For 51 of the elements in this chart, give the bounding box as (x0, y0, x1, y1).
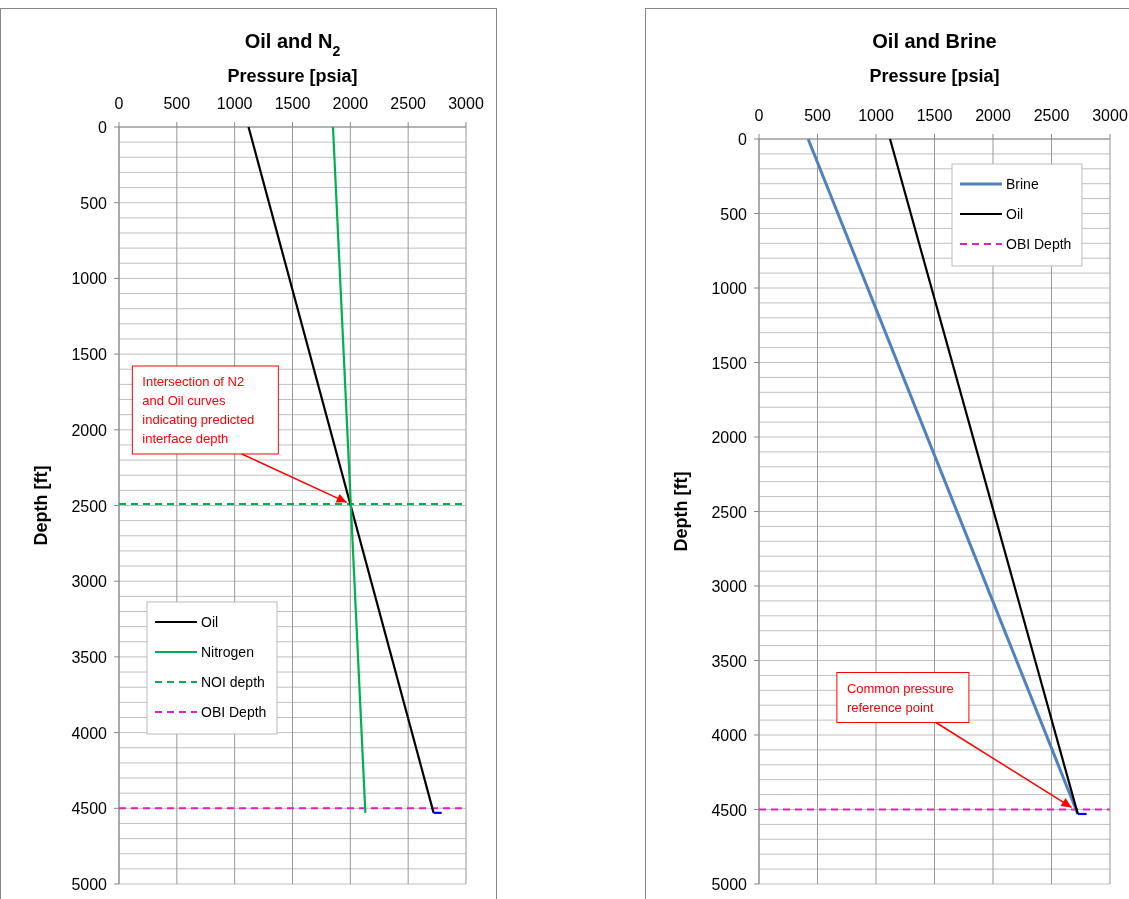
y-tick-label: 2500 (711, 503, 748, 521)
x-tick-label: 3000 (1092, 107, 1128, 124)
y-tick-label: 5000 (71, 876, 108, 893)
x-tick-label: 2000 (975, 107, 1011, 124)
legend-label: Brine (1006, 176, 1039, 192)
x-axis-title: Pressure [psia] (869, 66, 1000, 86)
x-tick-label: 3000 (448, 95, 484, 112)
annotation: Common pressure reference point (846, 680, 954, 715)
x-tick-label: 0 (754, 107, 764, 124)
y-tick-label: 5000 (711, 876, 748, 893)
x-tick-label: 1500 (916, 107, 953, 124)
y-tick-label: 3500 (71, 648, 108, 666)
y-tick-label: 4000 (711, 727, 748, 744)
annotation: Intersection of N2 and Oil curves indicating predicted interface depth (142, 373, 255, 446)
y-tick-label: 4500 (71, 800, 108, 818)
legend-label: OBI Depth (201, 704, 267, 720)
legend-label: Oil (1006, 206, 1024, 222)
y-tick-label: 3000 (71, 573, 108, 591)
y-axis-title: Depth [ft] (671, 471, 691, 552)
y-tick-label: 4000 (71, 724, 108, 742)
y-tick-label: 1000 (711, 280, 748, 297)
chart-title: Oil and Brine (872, 30, 997, 52)
legend-label: NOI depth (201, 674, 265, 690)
y-tick-label: 3000 (711, 578, 748, 595)
y-tick-label: 4500 (711, 801, 748, 819)
x-axis-title: Pressure [psia] (227, 66, 358, 86)
x-tick-label: 2000 (332, 95, 369, 112)
x-tick-label: 500 (163, 95, 191, 112)
y-tick-label: 3500 (711, 652, 748, 670)
x-tick-label: 1000 (216, 95, 253, 112)
y-tick-label: 2500 (71, 497, 108, 515)
x-tick-label: 1500 (274, 95, 311, 112)
x-tick-label: 2500 (390, 95, 427, 112)
y-tick-label: 500 (720, 205, 748, 223)
legend-label: Oil (201, 614, 219, 630)
y-tick-label: 1500 (71, 346, 108, 364)
y-axis-title: Depth [ft] (31, 465, 51, 546)
chart-title: Oil and N$_{2}$ (244, 30, 341, 59)
y-tick-label: 0 (738, 131, 748, 148)
x-tick-label: 2500 (1033, 107, 1070, 124)
x-tick-label: 1000 (858, 107, 894, 124)
x-tick-label: 0 (114, 95, 124, 112)
y-tick-label: 0 (98, 119, 108, 136)
y-tick-label: 1500 (711, 354, 748, 372)
x-tick-label: 500 (804, 107, 831, 124)
legend-label: OBI Depth (1006, 236, 1072, 252)
y-tick-label: 500 (80, 194, 108, 212)
y-tick-label: 2000 (711, 429, 748, 446)
y-tick-label: 2000 (71, 421, 108, 439)
y-tick-label: 1000 (71, 270, 108, 288)
legend-label: Nitrogen (201, 644, 254, 660)
